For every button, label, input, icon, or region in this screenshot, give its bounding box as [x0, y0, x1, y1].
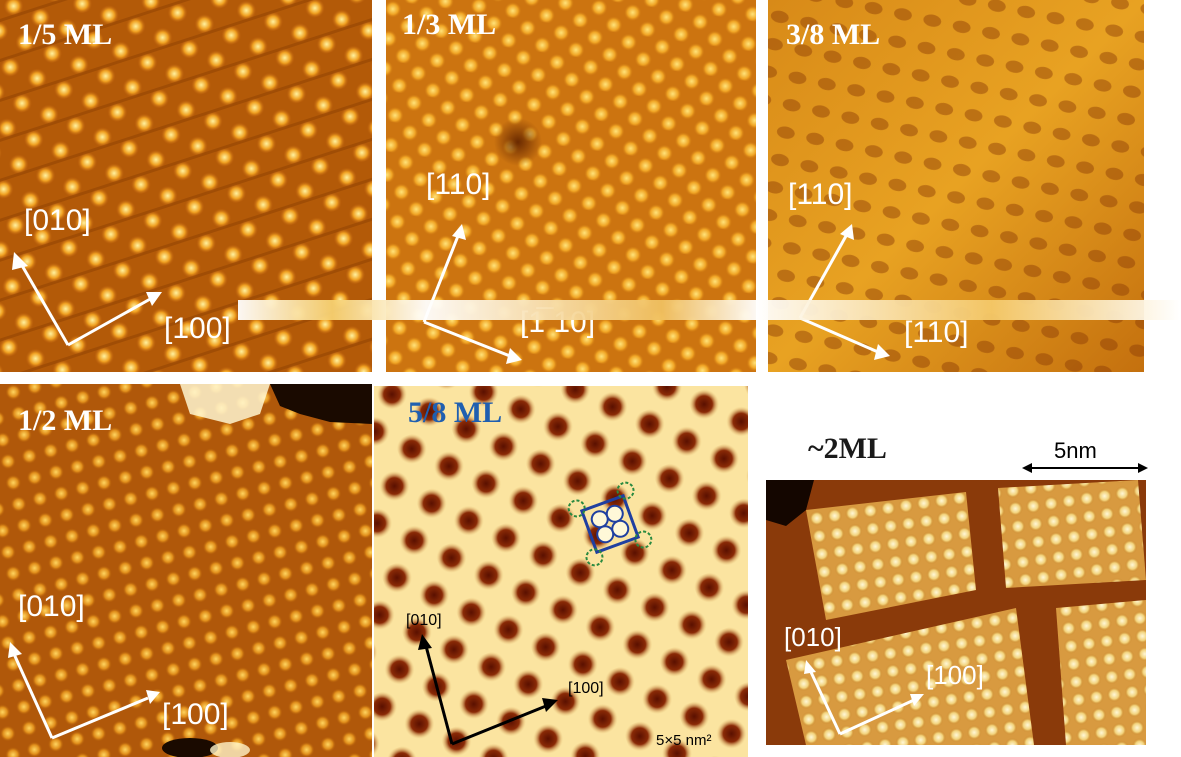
coverage-label: 1/2 ML	[18, 404, 113, 437]
stm-panel-5-8-ml: 5/8 ML [010] [100] 5×5 nm²	[374, 386, 748, 757]
direction-label-100: [100]	[164, 312, 231, 345]
stm-image	[374, 386, 748, 757]
stm-panel-2-ml: ~2ML 5nm [010] [100]	[766, 424, 1181, 757]
direction-label-010: [010]	[24, 204, 91, 237]
stm-image	[0, 384, 372, 757]
stm-panel-1-5-ml: 1/5 ML [010] [100]	[0, 0, 372, 372]
direction-label-110-second: [110]	[904, 316, 969, 349]
scan-size-label: 5×5 nm²	[656, 732, 712, 749]
coverage-label: 1/3 ML	[402, 8, 497, 41]
coverage-label: 5/8 ML	[408, 396, 503, 429]
direction-label-110: [110]	[788, 178, 853, 211]
direction-label-010: [010]	[784, 622, 842, 652]
scale-bar-label: 5nm	[1054, 438, 1097, 463]
direction-label-110: [110]	[426, 168, 491, 201]
direction-label-010: [010]	[406, 612, 442, 629]
stm-image	[766, 480, 1146, 745]
direction-label-100: [100]	[568, 680, 604, 697]
stm-panel-1-2-ml: 1/2 ML [010] [100]	[0, 384, 372, 757]
direction-label-100: [100]	[162, 698, 229, 731]
coverage-label: 3/8 ML	[786, 18, 881, 51]
direction-label-010: [010]	[18, 590, 85, 623]
coverage-label: 1/5 ML	[18, 18, 113, 51]
scan-artifact-strip	[238, 300, 1180, 320]
coverage-label: ~2ML	[808, 432, 887, 465]
direction-label-100: [100]	[926, 660, 984, 690]
